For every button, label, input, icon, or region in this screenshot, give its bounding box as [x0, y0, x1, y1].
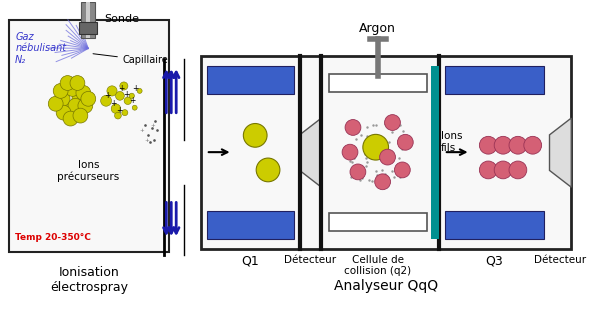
- Bar: [79, 22, 97, 34]
- Circle shape: [115, 112, 121, 119]
- Bar: [86, 2, 90, 38]
- Circle shape: [56, 105, 71, 120]
- Bar: [81, 2, 95, 38]
- Bar: [445, 212, 543, 239]
- Circle shape: [76, 86, 91, 100]
- Circle shape: [81, 92, 96, 106]
- Text: +: +: [124, 91, 130, 99]
- Text: +: +: [144, 138, 149, 143]
- Circle shape: [342, 144, 358, 160]
- Text: +: +: [115, 106, 122, 115]
- Circle shape: [363, 134, 388, 160]
- Bar: [207, 66, 294, 94]
- Circle shape: [122, 110, 128, 116]
- Circle shape: [494, 136, 512, 154]
- Circle shape: [256, 158, 280, 182]
- Text: Sonde: Sonde: [104, 14, 139, 24]
- Circle shape: [385, 114, 400, 131]
- Circle shape: [60, 76, 75, 91]
- Text: Détecteur: Détecteur: [284, 255, 337, 265]
- Circle shape: [78, 98, 93, 113]
- Text: Détecteur: Détecteur: [535, 255, 587, 265]
- Circle shape: [61, 101, 76, 116]
- Circle shape: [111, 104, 121, 113]
- Text: +: +: [139, 128, 144, 133]
- Bar: [207, 212, 294, 239]
- Circle shape: [65, 82, 80, 96]
- Circle shape: [49, 96, 63, 111]
- Text: Cellule de
collision (q2): Cellule de collision (q2): [344, 255, 411, 277]
- Text: Q3: Q3: [485, 255, 503, 268]
- Circle shape: [494, 161, 512, 179]
- Circle shape: [53, 84, 68, 98]
- Circle shape: [68, 98, 83, 113]
- Circle shape: [55, 92, 70, 106]
- Text: +: +: [110, 99, 116, 108]
- Text: Temp 20-350°C: Temp 20-350°C: [15, 233, 91, 242]
- Circle shape: [350, 164, 366, 180]
- Circle shape: [243, 124, 267, 147]
- Bar: [329, 74, 427, 92]
- Text: Argon: Argon: [359, 22, 396, 35]
- Circle shape: [524, 136, 542, 154]
- Circle shape: [379, 149, 395, 165]
- Text: Ions
fils: Ions fils: [441, 132, 462, 153]
- Bar: [9, 20, 169, 252]
- Text: +: +: [150, 123, 155, 128]
- Bar: [431, 66, 439, 239]
- Circle shape: [509, 161, 527, 179]
- Circle shape: [132, 105, 137, 110]
- Text: +: +: [133, 84, 139, 93]
- Circle shape: [397, 134, 413, 150]
- Text: +: +: [118, 84, 125, 93]
- Bar: [329, 214, 427, 231]
- Circle shape: [345, 120, 361, 135]
- Circle shape: [375, 174, 391, 190]
- Text: Gaz
nébulisant
N₂: Gaz nébulisant N₂: [15, 32, 66, 65]
- Circle shape: [394, 162, 410, 178]
- Circle shape: [124, 97, 131, 105]
- Circle shape: [101, 95, 111, 106]
- Bar: [445, 66, 543, 94]
- Text: Ionisation
électrospray: Ionisation électrospray: [50, 266, 128, 294]
- Circle shape: [63, 111, 78, 126]
- Circle shape: [137, 89, 142, 93]
- Text: +: +: [104, 92, 110, 100]
- Circle shape: [73, 108, 88, 123]
- Circle shape: [107, 86, 117, 96]
- Circle shape: [115, 92, 124, 100]
- Polygon shape: [549, 118, 571, 187]
- Circle shape: [120, 82, 128, 90]
- Text: Analyseur QqQ: Analyseur QqQ: [334, 278, 438, 293]
- Circle shape: [129, 93, 134, 98]
- Circle shape: [480, 161, 497, 179]
- Circle shape: [480, 136, 497, 154]
- Text: Ions
précurseurs: Ions précurseurs: [57, 160, 120, 182]
- Bar: [201, 56, 571, 249]
- Text: Capillaire: Capillaire: [93, 54, 169, 65]
- Polygon shape: [300, 118, 321, 187]
- Circle shape: [72, 92, 87, 106]
- Circle shape: [70, 76, 85, 91]
- Text: Q1: Q1: [242, 255, 259, 268]
- Circle shape: [509, 136, 527, 154]
- Text: +: +: [130, 96, 136, 105]
